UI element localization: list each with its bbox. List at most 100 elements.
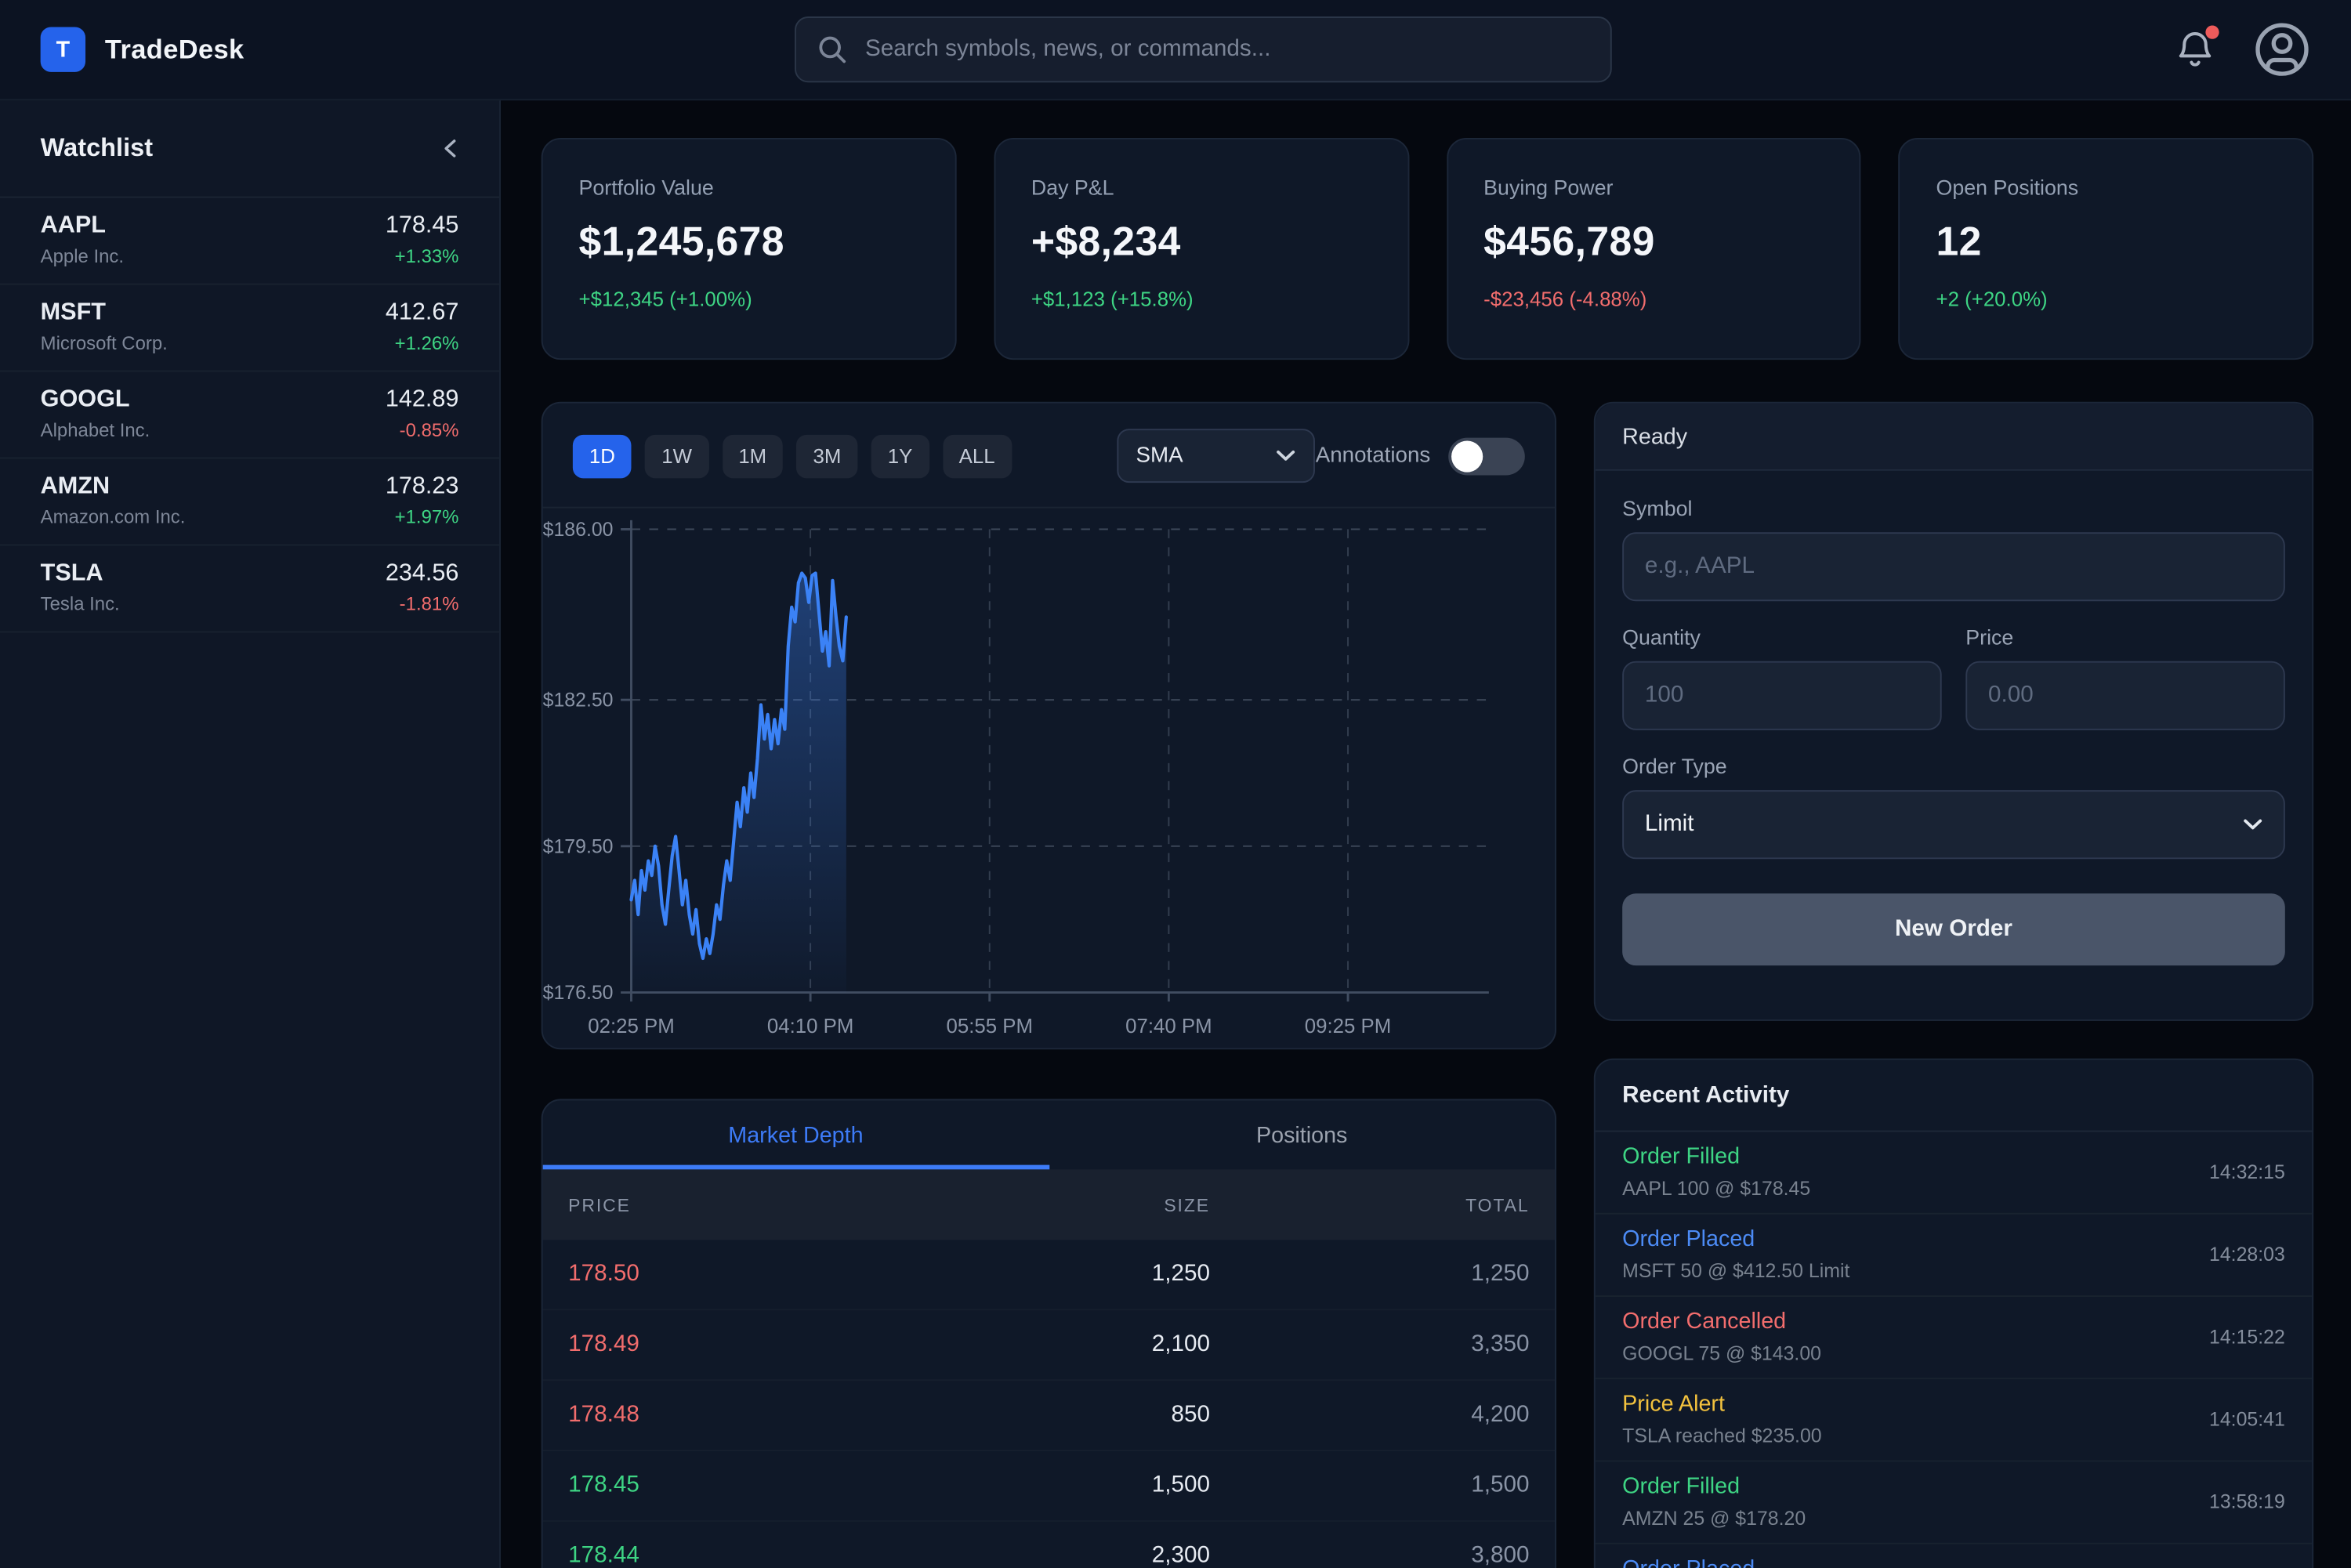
depth-size: 2,100	[1151, 1331, 1211, 1357]
column-header-total: TOTAL	[1465, 1193, 1530, 1215]
watchlist-item-right: 412.67 +1.26%	[386, 300, 459, 354]
chart-plot-area: $186.00 $182.50 $179.50 $176.50 02:25 PM 04:1…	[543, 509, 1555, 1062]
chevron-down-icon	[2244, 819, 2262, 830]
activity-item-left: Order Filled AAPL 100 @ $178.45	[1622, 1144, 1810, 1200]
recent-activity-panel: Recent Activity Order Filled AAPL 100 @ $…	[1593, 1058, 2314, 1568]
activity-item-left: Order PlacedNVDA 30 @ $875.00 Limit	[1622, 1556, 1850, 1568]
percent-change: +1.26%	[394, 332, 459, 354]
quantity-field[interactable]	[1622, 661, 1942, 730]
activity-item-left: Price Alert TSLA reached $235.00	[1622, 1392, 1821, 1447]
watchlist-item-googl[interactable]: GOOGL Alphabet Inc. 142.89 -0.85%	[0, 371, 500, 459]
watchlist-item-left: AMZN Amazon.com Inc.	[41, 474, 186, 528]
top-header: T TradeDesk	[0, 0, 2351, 101]
stat-label: Open Positions	[1936, 175, 2079, 200]
ticker-symbol: AAPL	[40, 212, 107, 239]
stat-card-open-positions: Open Positions 12 +2 (+20.0%)	[1898, 138, 2314, 360]
order-type-select[interactable]: Limit	[1622, 790, 2285, 860]
svg-text:05:55 PM: 05:55 PM	[947, 1016, 1034, 1037]
depth-price: 178.45	[568, 1472, 639, 1498]
ticker-symbol: AMZN	[40, 473, 110, 500]
activity-list: Order Filled AAPL 100 @ $178.45 14:32:15 Or…	[1595, 1132, 2313, 1568]
symbol-field[interactable]	[1622, 532, 2285, 602]
depth-price: 178.44	[568, 1542, 639, 1568]
company-name: Alphabet Inc.	[40, 419, 150, 441]
activity-status: Order Filled	[1622, 1143, 1741, 1170]
sidebar-collapse-button[interactable]	[441, 136, 459, 160]
chart-controls: 1D 1W 1M 3M 1Y ALL SMA Annotations	[542, 404, 1556, 509]
svg-text:04:10 PM: 04:10 PM	[767, 1016, 854, 1037]
indicator-select[interactable]: SMA	[1116, 429, 1316, 483]
stat-value: $456,789	[1483, 219, 1655, 264]
app-title: TradeDesk	[104, 34, 245, 64]
last-price: 412.67	[385, 299, 459, 326]
depth-price: 178.48	[568, 1401, 639, 1428]
depth-tabs: Market Depth Positions	[542, 1100, 1555, 1170]
order-form: Symbol Quantity Price O	[1596, 471, 2313, 991]
watchlist-item-msft[interactable]: MSFT Microsoft Corp. 412.67 +1.26%	[0, 285, 500, 372]
timeframe-button-all[interactable]: ALL	[942, 433, 1012, 478]
depth-total: 4,200	[1471, 1401, 1530, 1428]
stat-change: +$12,345 (+1.00%)	[578, 288, 752, 311]
company-name: Amazon.com Inc.	[40, 506, 186, 528]
activity-item: Price Alert TSLA reached $235.00 14:05:41	[1595, 1379, 2313, 1462]
percent-change: +1.33%	[394, 245, 459, 267]
stat-cards-row: Portfolio Value $1,245,678 +$12,345 (+1.00…	[541, 138, 2314, 360]
company-name: Microsoft Corp.	[40, 332, 168, 354]
tab-market-depth[interactable]: Market Depth	[542, 1100, 1049, 1170]
account-button[interactable]	[2252, 20, 2313, 80]
depth-size: 2,300	[1151, 1542, 1211, 1568]
stat-value: +$8,234	[1031, 219, 1181, 264]
symbol-label: Symbol	[1622, 496, 1693, 520]
activity-status: Order Placed	[1622, 1556, 1850, 1568]
new-order-button[interactable]: New Order	[1622, 893, 2285, 966]
price-field[interactable]	[1965, 661, 2285, 730]
timeframe-button-1m[interactable]: 1M	[722, 433, 784, 478]
avatar-icon	[2255, 23, 2309, 76]
depth-row[interactable]: 178.45 1,500 1,500	[542, 1451, 1556, 1522]
recent-activity-title: Recent Activity	[1595, 1060, 2313, 1132]
activity-time: 14:15:22	[2208, 1325, 2285, 1349]
percent-change: -1.81%	[399, 593, 459, 615]
watchlist-item-tsla[interactable]: TSLA Tesla Inc. 234.56 -1.81%	[0, 545, 500, 633]
activity-item-left: Order Filled AMZN 25 @ $178.20	[1622, 1474, 1806, 1530]
annotations-toggle[interactable]	[1448, 436, 1525, 475]
stat-card-buying-power: Buying Power $456,789 -$23,456 (-4.88%)	[1446, 138, 1861, 360]
timeframe-button-3m[interactable]: 3M	[796, 433, 858, 478]
timeframe-button-1w[interactable]: 1W	[645, 433, 709, 478]
price-label: Price	[1965, 625, 2014, 650]
watchlist-item-aapl[interactable]: AAPL Apple Inc. 178.45 +1.33%	[0, 198, 500, 285]
timeframe-buttons: 1D 1W 1M 3M 1Y ALL	[572, 433, 1012, 478]
watchlist-item-right: 142.89 -0.85%	[386, 387, 459, 441]
depth-row[interactable]: 178.50 1,250 1,250	[542, 1240, 1556, 1311]
annotations-label: Annotations	[1315, 444, 1431, 468]
svg-text:07:40 PM: 07:40 PM	[1125, 1016, 1212, 1037]
activity-item: Order PlacedNVDA 30 @ $875.00 Limit13:42…	[1596, 1544, 2313, 1568]
column-header-size: SIZE	[1164, 1193, 1211, 1215]
activity-item: Order Filled AMZN 25 @ $178.20 13:58:19	[1595, 1461, 2313, 1544]
order-status: Ready	[1595, 403, 2313, 471]
search-bar[interactable]	[795, 16, 1612, 83]
notifications-button[interactable]	[2174, 25, 2219, 71]
tab-positions[interactable]: Positions	[1255, 1122, 1348, 1148]
timeframe-button-1d[interactable]: 1D	[572, 433, 632, 478]
stat-label: Portfolio Value	[578, 175, 714, 200]
annotations-control: Annotations	[1315, 436, 1525, 475]
watchlist-item-amzn[interactable]: AMZN Amazon.com Inc. 178.23 +1.97%	[0, 458, 500, 546]
market-depth-panel: Market Depth Positions PRICE SIZE TOTAL …	[541, 1099, 1556, 1568]
activity-time: 14:05:41	[2208, 1407, 2285, 1431]
watchlist-items: AAPL Apple Inc. 178.45 +1.33% MSFT Microsoft …	[0, 198, 500, 633]
watchlist-item-right: 234.56 -1.81%	[386, 561, 459, 615]
price-chart-svg: $186.00 $182.50 $179.50 $176.50 02:25 PM 04:1…	[543, 519, 1489, 1037]
depth-row[interactable]: 178.49 2,100 3,350	[542, 1310, 1556, 1382]
depth-row[interactable]: 178.44 2,300 3,800	[543, 1522, 1555, 1568]
search-input[interactable]	[862, 34, 1590, 65]
watchlist-item-left: GOOGL Alphabet Inc.	[41, 387, 150, 441]
timeframe-button-1y[interactable]: 1Y	[871, 433, 929, 478]
notification-badge	[2205, 25, 2219, 39]
activity-detail: MSFT 50 @ $412.50 Limit	[1622, 1259, 1850, 1282]
chevron-down-icon	[1277, 450, 1295, 461]
depth-row[interactable]: 178.48 850 4,200	[542, 1381, 1556, 1452]
toggle-knob	[1451, 440, 1483, 472]
stat-card-day-p-l: Day P&L +$8,234 +$1,123 (+15.8%)	[994, 138, 1409, 360]
activity-time: 14:32:15	[2208, 1160, 2285, 1183]
